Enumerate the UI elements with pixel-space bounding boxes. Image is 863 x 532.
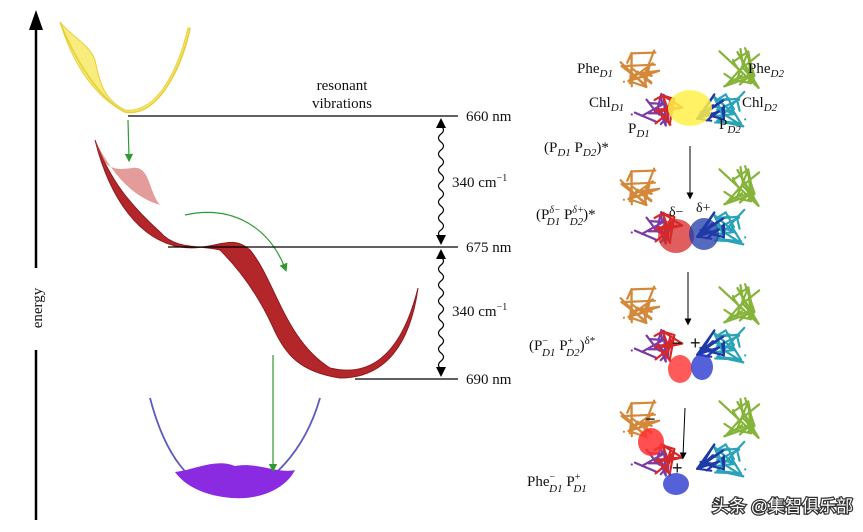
level-690-label: 690 nm [466,372,512,388]
state-labels: (PD1 PD2)* (Pδ− D1 Pδ+ D2)* (P− D1 P+ D2)δ* … [527,140,609,495]
label-p-d2: PD2 [719,117,741,136]
axis-label: energy [30,287,46,328]
charge-transfer-surface [94,139,419,379]
wavy-arrow-upper-head-top [436,118,446,128]
charge-s2-plus: δ+ [696,201,711,216]
molecule-panel-2 [619,165,761,253]
level-660-label: 660 nm [466,109,512,125]
label-phe-d1: PheD1 [577,61,613,80]
molecule-panel-3 [619,283,761,383]
state-label-2: (Pδ− D1 Pδ+ D2)* [536,205,596,228]
pigment-labels: PheD1 PheD2 ChlD1 ChlD2 PD1 PD2 [577,61,784,140]
label-chl-d2: ChlD2 [742,95,778,114]
step-arrow-3 [679,407,687,460]
molecule-panel-1 [619,47,761,128]
wavy-arrow-lower-head-top [436,249,446,259]
label-phe-d2: PheD2 [748,61,784,80]
resonant-label-line2: vibrations [312,96,372,112]
resonant-label-line1: resonant [317,78,369,94]
step-arrows [679,146,694,460]
charge-s3-minus: − [672,333,683,353]
ground-state-surface [149,397,321,499]
pd1-blob [668,355,692,383]
molecule-panel-4 [619,397,761,495]
pd1-blob [663,473,689,495]
label-p-d1: PD1 [628,121,650,140]
excited-pair-blob [668,90,712,126]
wavy-arrow-lower [437,256,445,370]
pd2-blob [691,354,713,380]
wavy-arrow-upper-head-bottom [436,235,446,245]
excited-state-surface [59,21,191,114]
state-label-3: (P− D1 P+ D2)δ* [529,335,595,359]
charge-labels: δ− δ+ − + − + [645,201,711,478]
transition-arrows [124,119,288,473]
vibration-gaps: 340 cm−1 340 cm−1 [436,118,507,377]
level-675-label: 675 nm [466,240,512,256]
pd2-blob [689,218,719,250]
charge-s3-plus: + [690,333,701,353]
charge-s4-plus: + [672,458,683,478]
energy-axis: energy [29,10,46,520]
phe-d1-blob [638,428,664,456]
energy-levels: 660 nm 675 nm 690 nm resonant vibrations [128,78,512,388]
gap-lower-label: 340 cm−1 [452,302,507,320]
gap-upper-label: 340 cm−1 [452,173,507,191]
wavy-arrow-lower-head-bottom [436,367,446,377]
wavy-arrow-upper [437,125,445,238]
label-chl-d1: ChlD1 [589,95,624,114]
state-label-1: (PD1 PD2)* [544,140,609,159]
charge-s2-minus: δ− [669,205,684,220]
watermark: 头条 @集智俱乐部 [711,496,854,518]
watermark-text: 头条 @集智俱乐部 [712,497,853,516]
state-label-4: Phe− D1 P+ D1 [527,472,587,495]
axis-arrowhead [29,10,43,30]
charge-s4-minus: − [645,409,656,429]
pd1-blob [658,219,694,253]
